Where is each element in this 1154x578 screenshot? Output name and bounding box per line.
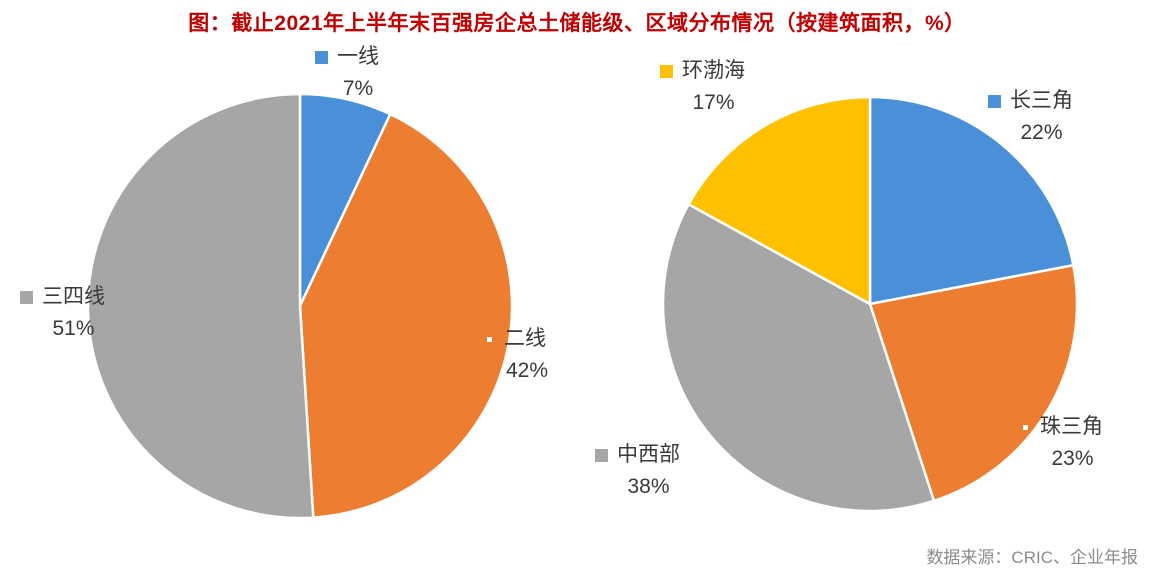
label-row: 一线: [315, 44, 379, 70]
slice-value: 17%: [692, 91, 735, 115]
pie-tier-distribution: [86, 92, 514, 520]
slice-label: 环渤海: [682, 59, 745, 82]
label-third-fourth-tier: 三四线 51%: [20, 284, 105, 343]
label-second-tier: 二线 42%: [484, 326, 548, 385]
pie-slice: [86, 92, 315, 520]
slice-value: 38%: [627, 475, 670, 499]
legend-marker-pearl-delta: [1020, 421, 1031, 433]
slice-label: 三四线: [42, 285, 105, 308]
pie-slice: [868, 95, 1075, 306]
label-central-west: 中西部 38%: [595, 442, 680, 501]
legend-marker-bohai-rim: [660, 64, 673, 78]
slice-value: 51%: [52, 317, 95, 341]
pie-region-distribution: [661, 95, 1079, 513]
label-row: 长三角: [988, 88, 1073, 114]
label-bohai-rim: 环渤海 17%: [660, 58, 745, 117]
slice-value: 22%: [1020, 121, 1063, 145]
label-row: 环渤海: [660, 58, 745, 84]
slice-label: 长三角: [1010, 89, 1073, 112]
legend-marker-central-west: [595, 448, 608, 462]
pie-slice: [687, 95, 872, 306]
label-pearl-delta: 珠三角 23%: [1020, 414, 1103, 473]
label-yangtze-delta: 长三角 22%: [988, 88, 1073, 147]
pie-slice: [868, 263, 1079, 503]
slice-value: 23%: [1051, 447, 1094, 471]
label-first-tier: 一线 7%: [315, 44, 379, 103]
data-source-note: 数据来源：CRIC、企业年报: [926, 548, 1138, 567]
label-row: 二线: [484, 326, 548, 352]
pie-slice: [661, 203, 936, 513]
label-row: 三四线: [20, 284, 105, 310]
slice-label: 中西部: [617, 443, 680, 466]
label-row: 珠三角: [1020, 414, 1103, 440]
legend-marker-yangtze-delta: [988, 94, 1001, 108]
slice-value: 42%: [506, 359, 549, 383]
slice-label: 二线: [504, 327, 546, 350]
label-row: 中西部: [595, 442, 680, 468]
chart-title: 图：截止2021年上半年末百强房企总土储能级、区域分布情况（按建筑面积，%）: [188, 12, 966, 35]
slice-label: 一线: [337, 45, 379, 68]
legend-marker-second-tier: [484, 333, 495, 345]
pie-slice: [298, 112, 514, 519]
slice-value: 7%: [342, 77, 374, 101]
legend-marker-third-fourth-tier: [20, 290, 33, 304]
legend-marker-first-tier: [315, 50, 328, 64]
slice-label: 珠三角: [1040, 415, 1103, 438]
